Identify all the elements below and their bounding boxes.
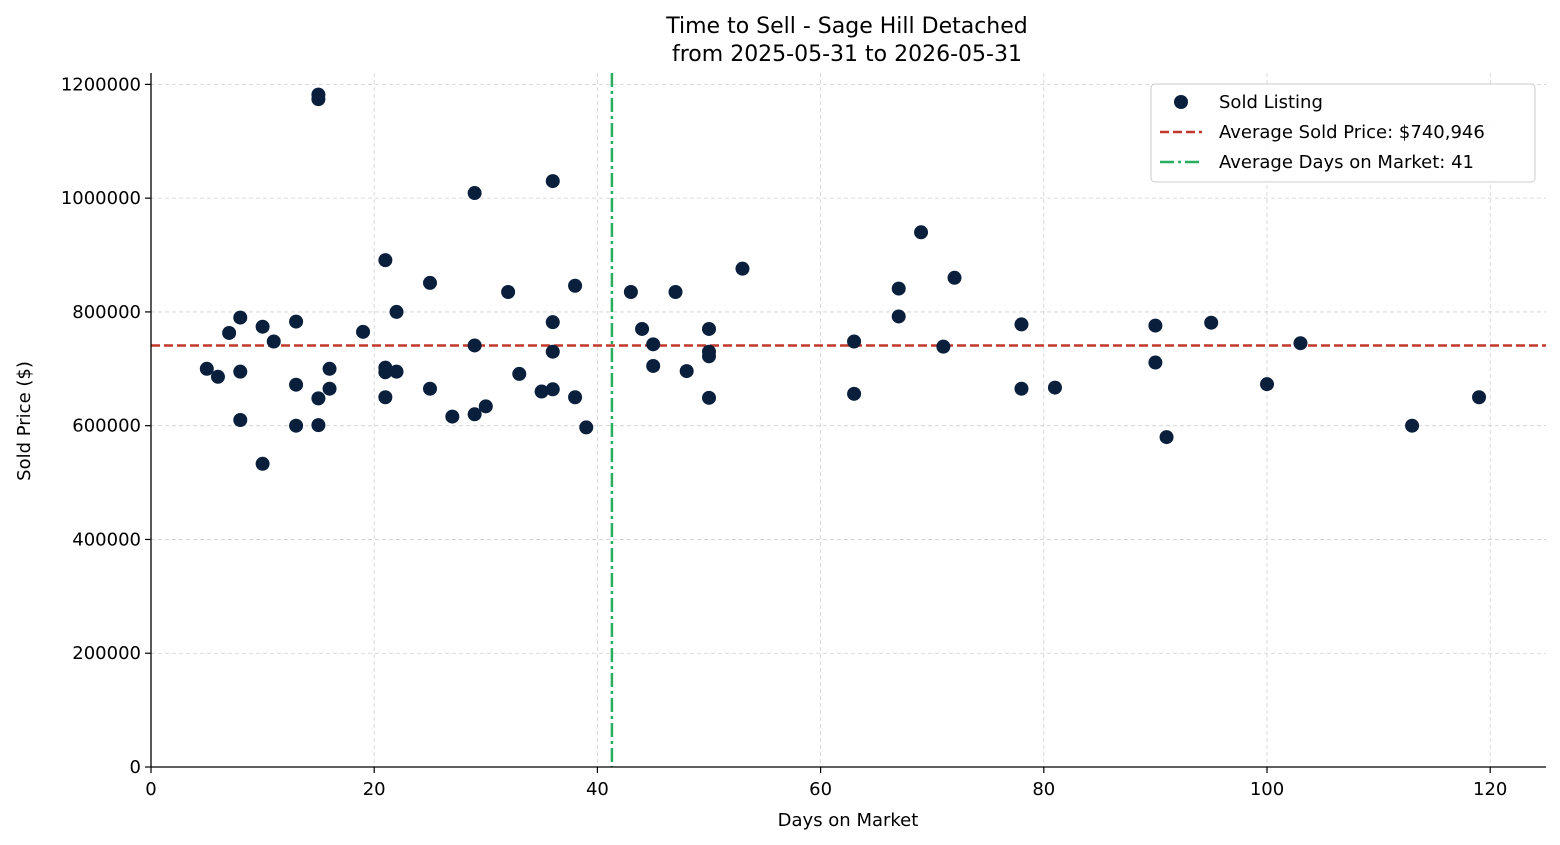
data-point [311, 92, 326, 107]
data-point [289, 418, 304, 433]
y-tick-label: 0 [130, 757, 141, 778]
data-point [891, 281, 906, 296]
data-point [322, 381, 337, 396]
data-point [445, 409, 460, 424]
data-point [423, 381, 437, 396]
data-point [501, 285, 516, 300]
data-point [311, 391, 326, 406]
chart-title: Time to Sell - Sage Hill Detached [665, 14, 1028, 39]
data-point [233, 413, 248, 427]
data-point [568, 390, 583, 405]
data-point [1014, 381, 1029, 396]
data-point [847, 334, 862, 349]
data-point [891, 309, 906, 324]
data-point [199, 361, 214, 376]
data-point [378, 390, 393, 405]
x-tick-label: 20 [363, 779, 386, 800]
data-point [702, 390, 716, 405]
data-point [646, 358, 661, 373]
data-point [389, 364, 404, 379]
data-point [255, 456, 270, 471]
data-point [534, 384, 549, 399]
x-tick-label: 100 [1250, 779, 1284, 800]
data-point [1014, 317, 1029, 332]
chart-subtitle: from 2025-05-31 to 2026-05-31 [672, 42, 1022, 67]
data-point [478, 399, 493, 414]
ticks: 0 20 40 60 80 100 120 0 200000 400000 600000 800000… [61, 74, 1508, 800]
data-point [210, 369, 225, 384]
data-point [467, 186, 482, 201]
data-point [635, 321, 650, 336]
data-point [568, 278, 583, 293]
data-point [1148, 318, 1163, 333]
y-tick-label: 1200000 [61, 74, 141, 95]
data-point [322, 361, 337, 376]
data-point [702, 321, 716, 336]
x-tick-label: 0 [145, 779, 156, 800]
data-point [936, 339, 951, 354]
data-point [579, 420, 594, 435]
data-point [623, 285, 638, 300]
data-point [646, 337, 661, 352]
data-point [266, 334, 281, 349]
data-point [735, 261, 750, 276]
data-point [1148, 355, 1163, 370]
axes [150, 73, 1546, 768]
data-point [545, 315, 560, 330]
data-point [389, 304, 404, 319]
data-point [702, 349, 716, 364]
data-point [668, 285, 683, 300]
data-point [1293, 336, 1308, 351]
data-point [1260, 377, 1274, 392]
data-point [289, 377, 304, 392]
data-point [311, 418, 326, 433]
data-point [847, 386, 862, 401]
y-tick-label: 600000 [72, 416, 141, 437]
data-point [378, 253, 393, 268]
y-tick-label: 200000 [72, 643, 141, 664]
data-point [233, 310, 248, 325]
y-tick-label: 400000 [72, 529, 141, 550]
data-point [679, 364, 694, 379]
data-point [947, 270, 962, 285]
data-point [378, 365, 393, 380]
data-point [255, 319, 270, 334]
data-points [199, 87, 1487, 471]
data-point [423, 275, 437, 290]
legend-label: Average Days on Market: 41 [1219, 152, 1474, 173]
data-point [1204, 315, 1219, 330]
data-point [545, 382, 560, 397]
x-axis-label: Days on Market [778, 810, 919, 831]
data-point [512, 366, 527, 381]
x-tick-label: 40 [586, 779, 609, 800]
data-point [1159, 430, 1174, 445]
data-point [545, 344, 560, 359]
data-point [467, 407, 482, 422]
data-point [222, 325, 237, 340]
x-tick-label: 120 [1473, 779, 1507, 800]
legend: Sold Listing Average Sold Price: $740,946… [1150, 83, 1536, 183]
data-point [233, 364, 248, 379]
legend-box [1150, 83, 1536, 183]
data-point [467, 338, 482, 353]
data-point [289, 314, 304, 329]
data-point [914, 225, 929, 240]
legend-label: Average Sold Price: $740,946 [1219, 122, 1485, 143]
data-point [1405, 418, 1420, 433]
data-point [356, 324, 371, 339]
data-point [1047, 380, 1062, 395]
data-point [1472, 390, 1487, 405]
legend-label: Sold Listing [1219, 92, 1323, 113]
y-tick-label: 800000 [72, 302, 141, 323]
y-axis-label: Sold Price ($) [14, 361, 35, 481]
x-tick-label: 60 [809, 779, 832, 800]
x-tick-label: 80 [1032, 779, 1055, 800]
data-point [545, 174, 560, 189]
legend-marker-icon [1174, 95, 1188, 109]
y-tick-label: 1000000 [61, 188, 141, 209]
